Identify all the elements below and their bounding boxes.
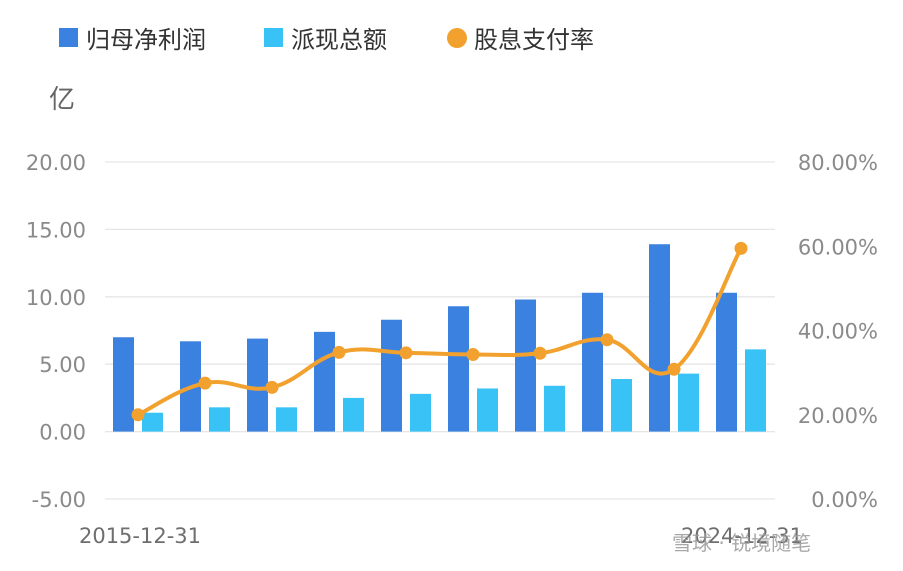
y-left-tick: 20.00 xyxy=(26,151,86,175)
payout-point xyxy=(533,346,547,360)
payout-point xyxy=(399,346,413,360)
x-tick-first: 2015-12-31 xyxy=(79,524,201,548)
watermark: 雪球 · 锐境随笔 xyxy=(672,531,811,555)
bar-net-profit xyxy=(247,338,268,432)
bar-net-profit xyxy=(314,331,335,432)
y-left-tick: -5.00 xyxy=(32,488,86,512)
bar-net-profit xyxy=(113,337,134,432)
left-axis-ticks: -5.00 0.00 5.00 10.00 15.00 20.00 xyxy=(26,151,86,512)
y-right-tick: 0.00% xyxy=(811,488,878,512)
bar-dividend xyxy=(678,373,699,432)
bar-dividend xyxy=(209,407,230,432)
payout-point xyxy=(667,362,681,376)
bar-net-profit xyxy=(381,319,402,432)
bar-dividend xyxy=(410,393,431,432)
payout-point xyxy=(198,376,212,390)
gridlines xyxy=(105,161,775,500)
legend-label-payout: 股息支付率 xyxy=(474,26,594,54)
bar-dividend xyxy=(745,349,766,432)
payout-point xyxy=(734,241,748,255)
legend: 归母净利润 派现总额 股息支付率 xyxy=(59,26,594,54)
y-left-tick: 0.00 xyxy=(39,421,86,445)
legend-swatch-net-profit xyxy=(59,28,78,47)
y-left-tick: 15.00 xyxy=(26,218,86,242)
y-right-tick: 40.00% xyxy=(798,320,878,344)
legend-marker-payout xyxy=(447,28,467,48)
bar-dividend xyxy=(276,407,297,432)
y-left-tick: 5.00 xyxy=(39,353,86,377)
payout-point xyxy=(466,348,480,362)
y-right-tick: 80.00% xyxy=(798,151,878,175)
bar-dividend xyxy=(544,385,565,432)
bar-net-profit xyxy=(716,292,737,432)
bars xyxy=(113,244,766,432)
legend-label-net-profit: 归母净利润 xyxy=(86,26,206,54)
bar-dividend xyxy=(611,379,632,432)
bar-dividend xyxy=(343,397,364,432)
bar-net-profit xyxy=(649,244,670,432)
payout-point xyxy=(332,345,346,359)
bar-net-profit xyxy=(515,299,536,432)
bar-net-profit xyxy=(448,306,469,432)
payout-point xyxy=(265,380,279,394)
payout-line-path xyxy=(137,247,743,417)
bar-dividend xyxy=(477,388,498,432)
y-left-tick: 10.00 xyxy=(26,286,86,310)
watermark-text: 雪球 · 锐境随笔 xyxy=(672,531,811,555)
y-right-tick: 60.00% xyxy=(798,235,878,259)
y-unit-label: 亿 xyxy=(49,85,75,115)
legend-label-dividend: 派现总额 xyxy=(291,26,387,54)
bar-dividend xyxy=(142,412,163,432)
bar-net-profit xyxy=(582,292,603,432)
payout-point xyxy=(131,408,145,422)
y-right-tick: 20.00% xyxy=(798,404,878,428)
payout-point xyxy=(600,333,614,347)
x-axis-ticks: 2015-12-31 2024-12-31 xyxy=(79,524,803,548)
legend-swatch-dividend xyxy=(264,28,283,47)
right-axis-ticks: 0.00% 20.00% 40.00% 60.00% 80.00% xyxy=(798,151,878,512)
x-tick-last: 2024-12-31 xyxy=(681,524,803,548)
payout-line xyxy=(131,241,748,422)
